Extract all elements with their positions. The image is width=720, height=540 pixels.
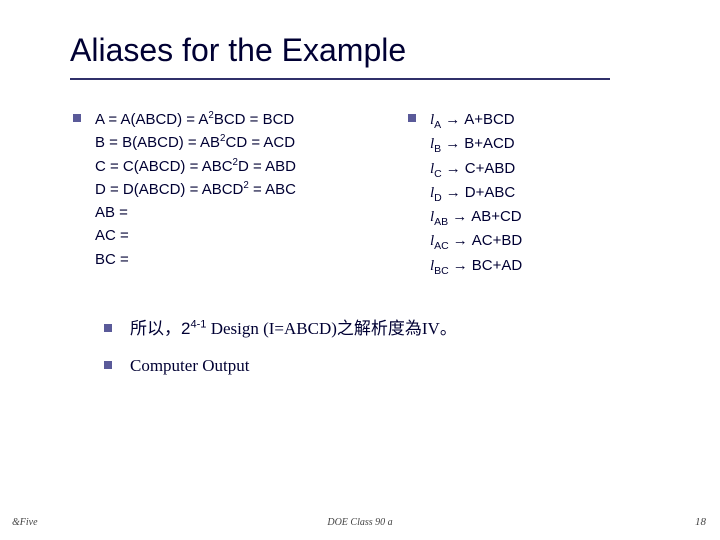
right-row: lAB→AB+CD bbox=[430, 205, 522, 229]
arrow-icon: → bbox=[449, 229, 472, 252]
right-row: lAC→AC+BD bbox=[430, 229, 522, 253]
row-mid: = ABC bbox=[249, 181, 296, 198]
row-sub: D bbox=[434, 192, 442, 204]
arrow-icon: → bbox=[441, 132, 464, 155]
bullet-icon bbox=[408, 114, 416, 122]
row-sub: AC bbox=[434, 240, 449, 252]
arrow-icon: → bbox=[449, 254, 472, 277]
bullet-icon bbox=[73, 114, 81, 122]
row-pre: D = D(ABCD) = ABCD bbox=[95, 181, 243, 198]
title-underline bbox=[70, 78, 610, 80]
row-sub: A bbox=[434, 119, 441, 131]
right-row: lD→D+ABC bbox=[430, 181, 522, 205]
right-row: lC→C+ABD bbox=[430, 157, 522, 181]
left-row: D = D(ABCD) = ABCD2 = ABC bbox=[95, 178, 296, 201]
row-pre: A = A(ABCD) = A bbox=[95, 111, 208, 128]
bullet-icon bbox=[104, 324, 112, 332]
left-column: A = A(ABCD) = A2BCD = BCDB = B(ABCD) = A… bbox=[95, 108, 296, 271]
footer-right: 18 bbox=[695, 516, 706, 528]
slide: Aliases for the Example A = A(ABCD) = A2… bbox=[0, 0, 720, 540]
row-pre: AC = bbox=[95, 227, 129, 244]
left-row: B = B(ABCD) = AB2CD = ACD bbox=[95, 131, 296, 154]
arrow-icon: → bbox=[442, 157, 465, 180]
left-row: C = C(ABCD) = ABC2D = ABD bbox=[95, 155, 296, 178]
row-rhs: A+BCD bbox=[464, 111, 514, 128]
row-pre: BC = bbox=[95, 251, 129, 268]
row-pre: B = B(ABCD) = AB bbox=[95, 134, 220, 151]
row-rhs: AB+CD bbox=[471, 208, 521, 225]
row-pre: AB = bbox=[95, 204, 128, 221]
arrow-icon: → bbox=[442, 181, 465, 204]
row-rhs: BC+AD bbox=[472, 257, 522, 274]
row-rhs: D+ABC bbox=[465, 184, 515, 201]
sub-line-2: Computer Output bbox=[130, 347, 457, 384]
row-rhs: B+ACD bbox=[464, 135, 514, 152]
arrow-icon: → bbox=[441, 108, 464, 131]
row-mid: CD = ACD bbox=[225, 134, 295, 151]
sub1-mid: Design (I=ABCD)之解析度為IV。 bbox=[206, 319, 456, 338]
row-pre: C = C(ABCD) = ABC bbox=[95, 158, 233, 175]
arrow-icon: → bbox=[448, 205, 471, 228]
slide-title: Aliases for the Example bbox=[70, 32, 406, 69]
left-row: AC = bbox=[95, 224, 296, 247]
left-row: BC = bbox=[95, 248, 296, 271]
right-column: lA→A+BCDlB→B+ACDlC→C+ABDlD→D+ABClAB→AB+C… bbox=[430, 108, 522, 278]
right-row: lB→B+ACD bbox=[430, 132, 522, 156]
left-row: AB = bbox=[95, 201, 296, 224]
left-row: A = A(ABCD) = A2BCD = BCD bbox=[95, 108, 296, 131]
row-sub: BC bbox=[434, 265, 449, 277]
right-row: lA→A+BCD bbox=[430, 108, 522, 132]
row-sub: C bbox=[434, 168, 442, 180]
row-rhs: AC+BD bbox=[472, 232, 522, 249]
sub1-sup: 4-1 bbox=[190, 318, 206, 330]
bullet-icon bbox=[104, 361, 112, 369]
row-sub: AB bbox=[434, 216, 448, 228]
row-sub: B bbox=[434, 143, 441, 155]
footer-center: DOE Class 90 a bbox=[0, 517, 720, 528]
sub-bullets: 所以，24-1 Design (I=ABCD)之解析度為IV。 Computer… bbox=[130, 310, 457, 385]
sub1-pre: 所以，2 bbox=[130, 319, 190, 338]
row-mid: D = ABD bbox=[238, 158, 296, 175]
row-rhs: C+ABD bbox=[465, 160, 515, 177]
sub-line-1: 所以，24-1 Design (I=ABCD)之解析度為IV。 bbox=[130, 310, 457, 347]
right-row: lBC→BC+AD bbox=[430, 254, 522, 278]
sub2-text: Computer Output bbox=[130, 356, 249, 375]
row-mid: BCD = BCD bbox=[214, 111, 294, 128]
